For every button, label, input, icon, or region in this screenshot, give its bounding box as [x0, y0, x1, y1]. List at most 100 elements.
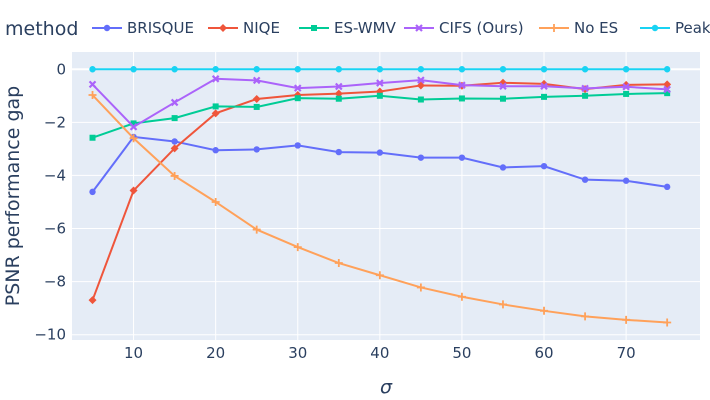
legend-label: No ES: [574, 19, 618, 37]
legend-marker: [651, 24, 659, 32]
data-point: [622, 315, 631, 324]
data-point: [457, 292, 466, 301]
y-tick-label: −10: [34, 326, 66, 344]
data-point: [88, 296, 97, 305]
data-point: [664, 90, 671, 97]
data-point: [663, 66, 671, 73]
x-tick-label: 50: [452, 344, 471, 362]
x-tick-label: 20: [206, 344, 225, 362]
y-tick-label: −6: [44, 220, 66, 238]
data-point: [212, 103, 219, 110]
legend-label: NIQE: [243, 19, 280, 37]
data-point: [88, 91, 97, 100]
data-point: [89, 66, 96, 73]
data-point: [623, 90, 630, 97]
data-point: [211, 109, 220, 118]
data-point: [211, 197, 220, 206]
series-layer: [88, 66, 672, 327]
y-tick-label: 0: [56, 60, 66, 78]
data-point: [622, 66, 630, 73]
data-point: [376, 66, 384, 73]
data-point: [663, 183, 671, 191]
legend-marker: [103, 24, 111, 32]
legend-marker: [550, 24, 558, 32]
legend-marker: [311, 25, 317, 31]
data-point: [540, 82, 548, 91]
data-point: [499, 95, 506, 102]
data-point: [498, 300, 507, 309]
data-point: [252, 76, 261, 85]
legend-item[interactable]: ES-WMV: [299, 19, 397, 37]
legend-item[interactable]: CIFS (Ours): [404, 19, 524, 37]
data-point: [170, 171, 179, 180]
data-point: [253, 66, 260, 73]
data-point: [253, 146, 260, 153]
y-tick-label: −2: [44, 113, 66, 131]
data-point: [293, 84, 302, 92]
legend[interactable]: method BRISQUE NIQE ES-WMV CIFS (Ours) No ES P…: [5, 18, 710, 40]
data-point: [335, 82, 343, 91]
data-point: [170, 98, 179, 107]
data-point: [129, 134, 138, 143]
series-3: [88, 75, 671, 131]
legend-label: CIFS (Ours): [439, 19, 524, 37]
y-axis-title: PSNR performance gap: [2, 86, 24, 306]
data-point: [89, 134, 96, 141]
x-tick-label: 30: [288, 344, 307, 362]
data-point: [212, 66, 219, 73]
legend-item[interactable]: NIQE: [208, 19, 280, 37]
data-point: [581, 176, 589, 183]
x-tick-label: 40: [370, 344, 389, 362]
data-point: [171, 115, 178, 122]
data-point: [252, 225, 261, 234]
data-point: [294, 66, 301, 73]
data-point: [171, 138, 178, 145]
data-point: [499, 66, 507, 73]
data-point: [458, 95, 465, 102]
data-point: [130, 120, 137, 127]
data-point: [334, 259, 343, 268]
data-point: [581, 84, 589, 93]
y-tick-label: −8: [44, 273, 66, 291]
legend-label: BRISQUE: [127, 19, 194, 37]
data-point: [499, 164, 507, 171]
data-point: [541, 93, 548, 100]
data-point: [293, 243, 302, 252]
data-point: [253, 103, 260, 110]
y-tick-label: −4: [44, 166, 66, 184]
data-point: [212, 147, 219, 154]
data-point: [376, 149, 384, 156]
legend-label: ES-WMV: [334, 19, 397, 37]
legend-item[interactable]: Peak: [640, 19, 710, 37]
data-point: [663, 318, 672, 327]
legend-item[interactable]: BRISQUE: [92, 19, 194, 37]
legend-marker: [219, 24, 227, 32]
data-point: [417, 154, 425, 161]
data-point: [540, 162, 548, 170]
data-point: [622, 177, 630, 184]
series-2: [89, 90, 671, 141]
legend-item[interactable]: No ES: [539, 19, 618, 37]
data-point: [211, 75, 220, 83]
data-point: [294, 142, 301, 149]
x-tick-label: 10: [124, 344, 143, 362]
tick-labels: 10 20 30 40 50 60 70 0 −2 −4 −6 −8 −10: [34, 60, 635, 362]
legend-marker: [415, 24, 423, 32]
data-point: [335, 148, 342, 156]
data-point: [89, 188, 96, 196]
data-point: [540, 66, 548, 73]
data-point: [129, 186, 138, 195]
data-point: [334, 89, 343, 98]
data-point: [582, 92, 589, 99]
x-tick-label: 60: [534, 344, 553, 362]
data-point: [88, 80, 97, 89]
data-point: [417, 96, 424, 103]
data-point: [458, 154, 466, 161]
data-point: [335, 66, 342, 73]
data-point: [335, 95, 342, 102]
data-point: [170, 144, 179, 153]
data-point: [171, 66, 178, 73]
data-point: [417, 76, 425, 84]
legend-title: method: [5, 18, 78, 40]
